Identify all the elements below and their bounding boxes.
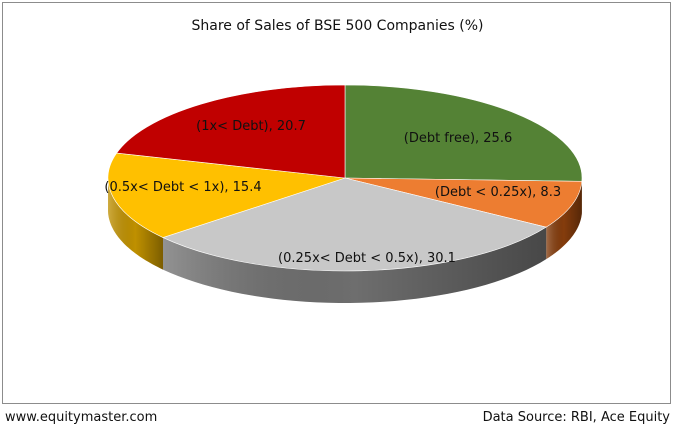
data-source: Data Source: RBI, Ace Equity bbox=[482, 410, 670, 425]
pie-side-shade-debt-0-25x bbox=[546, 181, 582, 260]
pie-chart: (Debt free), 25.6 (Debt < 0.25x), 8.3 (0.2… bbox=[104, 84, 583, 303]
pie-slice-0-25x-debt-0-5x bbox=[162, 177, 547, 272]
pie-slice-1x-debt bbox=[116, 84, 346, 179]
pie-sides bbox=[108, 178, 582, 303]
data-label-0-5x-debt-1x: (0.5x< Debt < 1x), 15.4 bbox=[104, 180, 261, 195]
data-label-debt-free: (Debt free), 25.6 bbox=[404, 131, 512, 146]
pie-side-shade-0-5x-debt-1x bbox=[108, 178, 163, 270]
website-credit: www.equitymaster.com bbox=[5, 410, 158, 425]
data-label-1x-debt: (1x< Debt), 20.7 bbox=[196, 119, 306, 134]
pie-labels: (Debt free), 25.6 (Debt < 0.25x), 8.3 (0.2… bbox=[104, 119, 561, 266]
data-label-debt-0-25x: (Debt < 0.25x), 8.3 bbox=[435, 185, 561, 200]
pie-side-shade-0-25x-debt-0-5x bbox=[163, 227, 547, 303]
chart-title: Share of Sales of BSE 500 Companies (%) bbox=[191, 18, 484, 34]
data-label-0-25x-debt-0-5x: (0.25x< Debt < 0.5x), 30.1 bbox=[278, 251, 456, 266]
pie-slice-debt-free bbox=[344, 84, 583, 182]
pie-slice-0-5x-debt-1x bbox=[107, 152, 346, 238]
pie-tops bbox=[107, 84, 583, 272]
pie-slice-debt-0-25x bbox=[344, 177, 583, 228]
